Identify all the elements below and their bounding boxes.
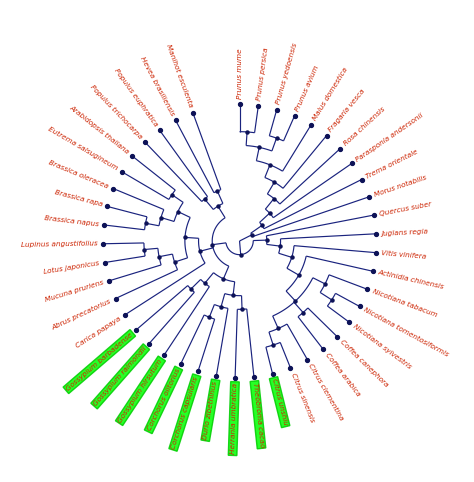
Text: Parasponia andersonii: Parasponia andersonii	[355, 112, 424, 162]
Text: Quercus suber: Quercus suber	[379, 201, 432, 217]
Text: Trema orientale: Trema orientale	[365, 148, 419, 180]
Text: Rosa chinensis: Rosa chinensis	[342, 107, 386, 147]
Text: Durio zibethinus: Durio zibethinus	[202, 381, 219, 440]
Text: Malus domestica: Malus domestica	[311, 67, 349, 121]
Text: Hevea brasiliensis: Hevea brasiliensis	[139, 56, 176, 117]
Text: Lotus japonicus: Lotus japonicus	[43, 260, 100, 275]
Text: Eutrema salsugineum: Eutrema salsugineum	[47, 126, 118, 172]
Text: Prunus persica: Prunus persica	[256, 47, 269, 101]
Text: Populus euphratica: Populus euphratica	[113, 67, 159, 128]
Text: Mucuna pruriens: Mucuna pruriens	[45, 280, 104, 303]
Text: Nicotiana sylvestris: Nicotiana sylvestris	[352, 323, 412, 370]
Text: Gossypium raimondii: Gossypium raimondii	[92, 346, 148, 407]
Text: Prunus mume: Prunus mume	[237, 48, 243, 99]
Text: Gossypium barbadense: Gossypium barbadense	[65, 332, 134, 392]
Text: Brassica rapa: Brassica rapa	[54, 189, 103, 208]
Text: Corchorus olitorius: Corchorus olitorius	[146, 368, 181, 432]
Text: Carica papaya: Carica papaya	[74, 315, 122, 349]
Text: Coffea canephora: Coffea canephora	[339, 338, 389, 388]
Text: Populus trichocarpa: Populus trichocarpa	[89, 84, 144, 140]
Text: Citrus unshiu: Citrus unshiu	[271, 378, 288, 426]
Text: Manihot esculenta: Manihot esculenta	[165, 43, 194, 108]
Text: Herrania umbratica: Herrania umbratica	[229, 383, 238, 454]
Text: Corchorus capsularis: Corchorus capsularis	[171, 375, 199, 450]
Text: Vitis vinifera: Vitis vinifera	[381, 250, 427, 260]
Text: Prunus avium: Prunus avium	[294, 64, 319, 112]
Text: Citrus clementina: Citrus clementina	[308, 363, 345, 422]
Text: Nicotiana tomentosiformis: Nicotiana tomentosiformis	[363, 307, 450, 358]
Text: Morus notabilis: Morus notabilis	[373, 174, 427, 198]
Text: Actinidia chinensis: Actinidia chinensis	[377, 269, 445, 290]
Text: Coffea arabica: Coffea arabica	[324, 352, 361, 397]
Text: Prunus yedoensis: Prunus yedoensis	[275, 42, 299, 105]
Text: Gossypium hirsutum: Gossypium hirsutum	[117, 358, 164, 424]
Text: Fragaria vesca: Fragaria vesca	[328, 88, 366, 134]
Text: Brassica oleracea: Brassica oleracea	[48, 159, 109, 189]
Text: Brassica napus: Brassica napus	[44, 215, 99, 228]
Text: Lupinus angustifolius: Lupinus angustifolius	[21, 241, 98, 249]
Text: Theobroma cacao: Theobroma cacao	[252, 382, 264, 447]
Text: Arabidopsis thaliana: Arabidopsis thaliana	[68, 105, 130, 155]
Text: Abrus precatorius: Abrus precatorius	[51, 298, 112, 331]
Text: Nicotiana tabacum: Nicotiana tabacum	[372, 288, 438, 318]
Text: Juglans regia: Juglans regia	[381, 228, 428, 237]
Text: Citrus sinensis: Citrus sinensis	[290, 372, 315, 423]
